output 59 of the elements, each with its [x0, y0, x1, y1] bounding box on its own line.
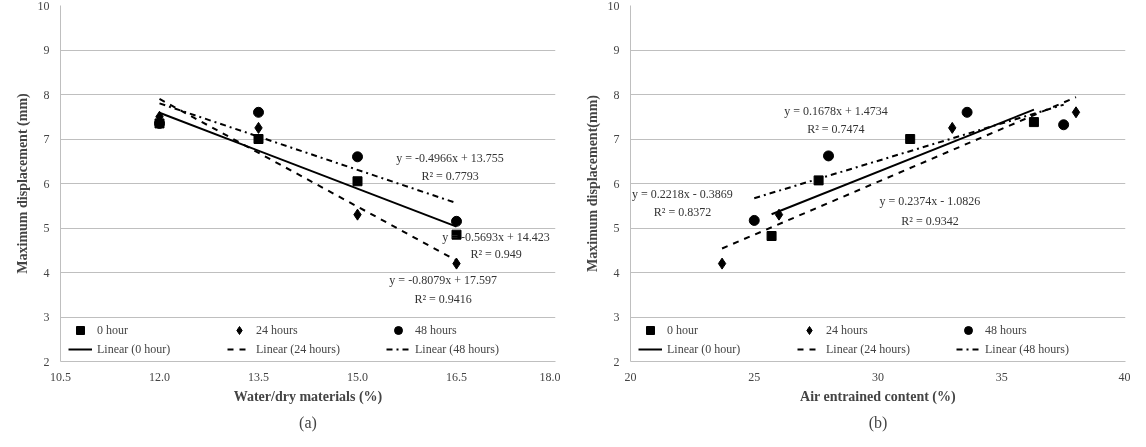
- legend-label: Linear (0 hour): [667, 341, 742, 357]
- x-tick-label: 18.0: [539, 369, 561, 384]
- text: (b): [868, 413, 888, 432]
- legend-label: 0 hour: [667, 322, 699, 338]
- annotation: y = 0.2374x - 1.0826: [879, 194, 981, 209]
- y-tick-label: 4: [613, 265, 620, 280]
- y-tick-label: 7: [613, 132, 620, 146]
- x-tick-label: 13.5: [248, 369, 269, 384]
- y-tick-label: 10: [607, 0, 620, 13]
- annotation: y = -0.5693x + 14.423: [442, 229, 550, 244]
- y-tick-label: 8: [43, 87, 50, 102]
- y-tick-label: 9: [43, 43, 50, 57]
- y-axis-title: Maximum displacement(mm): [584, 94, 601, 272]
- legend-label: 24 hours: [826, 322, 869, 338]
- y-tick-label: 7: [43, 132, 50, 146]
- annotation: R² = 0.9342: [901, 213, 959, 228]
- x-tick-label: 10.5: [50, 369, 71, 384]
- legend-label: 48 hours: [985, 322, 1028, 338]
- annotation: R² = 0.7793: [421, 169, 479, 184]
- y-axis-title: Maximum displacement (mm): [14, 92, 31, 274]
- y-tick-label: 2: [43, 354, 50, 369]
- annotation: R² = 0.8372: [653, 204, 712, 219]
- y-tick-label: 9: [613, 43, 620, 57]
- y-tick-label: 6: [43, 176, 50, 191]
- y-tick-label: 3: [43, 310, 50, 324]
- y-tick-label: 6: [613, 176, 620, 191]
- x-tick-label: 20: [624, 369, 637, 384]
- x-tick-label: 16.5: [446, 369, 467, 384]
- y-tick-label: 3: [613, 310, 620, 324]
- x-tick-label: 15.0: [347, 369, 368, 384]
- x-tick-label: 35: [995, 369, 1008, 384]
- annotation: y = -0.8079x + 17.597: [389, 272, 497, 287]
- annotation: y = 0.2218x - 0.3869: [632, 187, 733, 202]
- x-tick-label: 30: [872, 369, 884, 384]
- x-tick-label: 25: [748, 369, 761, 384]
- annotation: R² = 0.949: [470, 247, 522, 262]
- annotation: y = 0.1678x + 1.4734: [784, 103, 888, 118]
- y-tick-label: 5: [43, 221, 50, 235]
- legend-label: 0 hour: [97, 322, 129, 338]
- y-tick-label: 8: [613, 87, 620, 102]
- y-tick-label: 2: [613, 354, 620, 369]
- y-tick-label: 10: [37, 0, 50, 13]
- legend-label: Linear (48 hours): [985, 341, 1070, 357]
- legend-label: 48 hours: [415, 322, 458, 338]
- x-axis-title: Air entrained content (%): [800, 388, 957, 405]
- legend-label: Linear (48 hours): [415, 341, 500, 357]
- legend-label: 24 hours: [256, 322, 299, 338]
- legend-label: Linear (0 hour): [97, 341, 172, 357]
- y-tick-label: 4: [43, 265, 50, 280]
- text: (a): [299, 413, 317, 432]
- legend-label: Linear (24 hours): [826, 341, 911, 357]
- x-tick-label: 12.0: [149, 369, 170, 384]
- x-tick-label: 40: [1118, 369, 1131, 384]
- annotation: R² = 0.7474: [807, 121, 865, 136]
- annotation: R² = 0.9416: [414, 292, 472, 307]
- legend-label: Linear (24 hours): [256, 341, 341, 357]
- x-axis-title: Water/dry materials (%): [233, 388, 383, 405]
- annotation: y = -0.4966x + 13.755: [396, 151, 504, 166]
- y-tick-label: 5: [613, 221, 620, 235]
